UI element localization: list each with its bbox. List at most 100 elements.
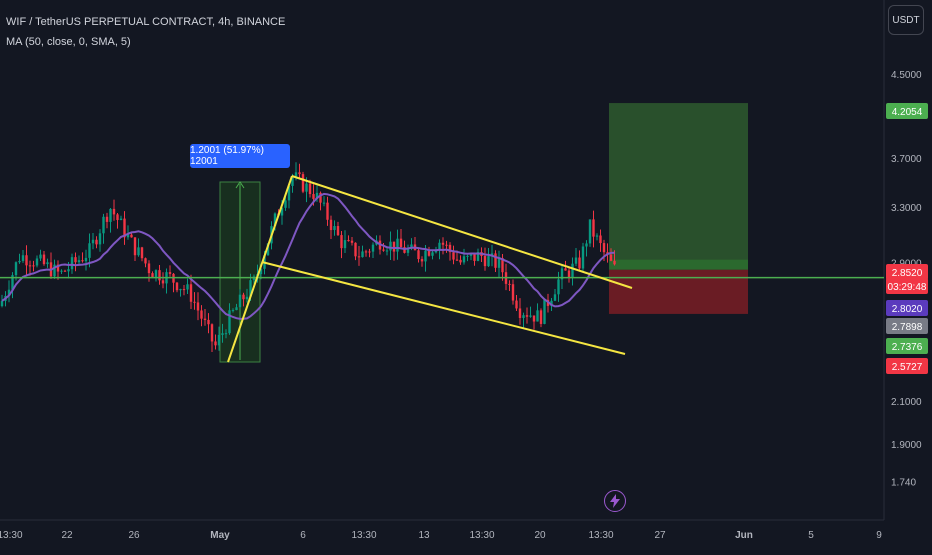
- candle-body[interactable]: [137, 247, 140, 256]
- candle-body[interactable]: [42, 254, 46, 265]
- candle-body[interactable]: [298, 172, 301, 175]
- candle-body[interactable]: [193, 301, 196, 303]
- channel-upper-line[interactable]: [291, 175, 633, 289]
- candle-body[interactable]: [249, 280, 252, 297]
- candle-body[interactable]: [329, 219, 333, 231]
- candle-body[interactable]: [354, 242, 357, 257]
- candle-body[interactable]: [123, 218, 126, 238]
- candle-body[interactable]: [21, 255, 25, 261]
- candle-body[interactable]: [266, 243, 270, 256]
- candle-body[interactable]: [476, 252, 480, 261]
- candle-body[interactable]: [210, 324, 214, 342]
- candle-body[interactable]: [609, 254, 613, 261]
- indicator-label[interactable]: MA (50, close, 0, SMA, 5): [6, 36, 131, 48]
- candle-body[interactable]: [462, 256, 466, 263]
- candle-body[interactable]: [126, 234, 130, 238]
- candle-body[interactable]: [515, 300, 518, 309]
- candle-body[interactable]: [88, 243, 91, 258]
- candle-body[interactable]: [459, 259, 462, 263]
- candle-body[interactable]: [441, 242, 445, 245]
- flagpole-line[interactable]: [227, 175, 293, 363]
- candle-body[interactable]: [112, 208, 116, 215]
- candle-body[interactable]: [567, 270, 571, 278]
- candle-body[interactable]: [301, 174, 305, 192]
- candle-body[interactable]: [319, 192, 322, 203]
- candle-body[interactable]: [438, 242, 441, 251]
- candle-body[interactable]: [196, 302, 200, 311]
- candle-body[interactable]: [501, 258, 504, 273]
- candle-body[interactable]: [532, 315, 536, 322]
- candle-body[interactable]: [25, 255, 28, 266]
- candle-body[interactable]: [431, 252, 434, 256]
- candle-body[interactable]: [592, 219, 595, 237]
- candle-body[interactable]: [466, 255, 469, 257]
- currency-button[interactable]: USDT: [888, 5, 924, 35]
- candle-body[interactable]: [168, 272, 172, 274]
- candle-body[interactable]: [336, 226, 340, 236]
- candle-body[interactable]: [588, 219, 592, 244]
- candle-body[interactable]: [259, 268, 263, 275]
- candle-body[interactable]: [116, 214, 119, 220]
- candle-body[interactable]: [238, 294, 242, 308]
- candle-body[interactable]: [14, 262, 18, 276]
- candle-body[interactable]: [483, 256, 487, 267]
- candle-body[interactable]: [406, 248, 410, 253]
- candle-body[interactable]: [322, 202, 326, 204]
- candle-body[interactable]: [536, 310, 539, 322]
- candle-body[interactable]: [487, 256, 490, 267]
- candle-body[interactable]: [28, 265, 32, 267]
- candle-body[interactable]: [385, 250, 389, 252]
- candle-body[interactable]: [599, 235, 602, 244]
- candle-body[interactable]: [53, 264, 56, 277]
- candle-body[interactable]: [543, 299, 546, 324]
- candle-body[interactable]: [518, 308, 522, 318]
- candle-body[interactable]: [350, 240, 354, 243]
- candle-body[interactable]: [308, 183, 312, 195]
- candle-body[interactable]: [557, 279, 560, 295]
- candle-body[interactable]: [158, 270, 161, 281]
- candle-body[interactable]: [571, 263, 574, 278]
- candle-body[interactable]: [273, 213, 277, 227]
- candle-body[interactable]: [581, 246, 585, 269]
- candle-body[interactable]: [18, 260, 21, 263]
- candle-body[interactable]: [455, 259, 459, 261]
- candle-body[interactable]: [315, 192, 319, 199]
- candle-body[interactable]: [452, 252, 455, 260]
- candle-body[interactable]: [410, 244, 413, 249]
- candle-body[interactable]: [497, 258, 501, 268]
- candle-body[interactable]: [7, 289, 11, 296]
- candle-body[interactable]: [84, 257, 88, 262]
- candle-body[interactable]: [550, 300, 553, 306]
- candle-body[interactable]: [46, 262, 49, 265]
- candle-body[interactable]: [130, 234, 133, 238]
- candle-body[interactable]: [284, 200, 287, 208]
- candle-body[interactable]: [357, 256, 361, 258]
- candle-body[interactable]: [469, 254, 473, 256]
- candle-body[interactable]: [133, 237, 137, 256]
- candle-body[interactable]: [161, 280, 165, 284]
- candle-body[interactable]: [217, 334, 221, 346]
- candle-body[interactable]: [326, 202, 329, 220]
- candle-body[interactable]: [224, 333, 228, 335]
- candle-body[interactable]: [56, 264, 60, 272]
- candle-body[interactable]: [473, 254, 476, 261]
- candle-body[interactable]: [91, 239, 95, 244]
- candle-body[interactable]: [151, 273, 154, 278]
- candle-body[interactable]: [434, 250, 438, 253]
- candle-body[interactable]: [564, 268, 567, 271]
- candle-body[interactable]: [60, 270, 63, 272]
- candle-body[interactable]: [77, 260, 81, 263]
- candle-body[interactable]: [340, 235, 343, 249]
- candle-body[interactable]: [539, 310, 543, 324]
- candle-body[interactable]: [560, 268, 564, 280]
- candle-body[interactable]: [427, 250, 431, 256]
- candle-body[interactable]: [235, 307, 238, 311]
- candle-body[interactable]: [214, 341, 217, 346]
- candle-body[interactable]: [119, 218, 123, 220]
- candle-body[interactable]: [399, 238, 403, 248]
- candle-body[interactable]: [35, 258, 39, 266]
- candle-body[interactable]: [368, 251, 371, 253]
- candle-body[interactable]: [396, 238, 399, 252]
- candle-body[interactable]: [109, 208, 112, 222]
- candle-body[interactable]: [417, 250, 420, 260]
